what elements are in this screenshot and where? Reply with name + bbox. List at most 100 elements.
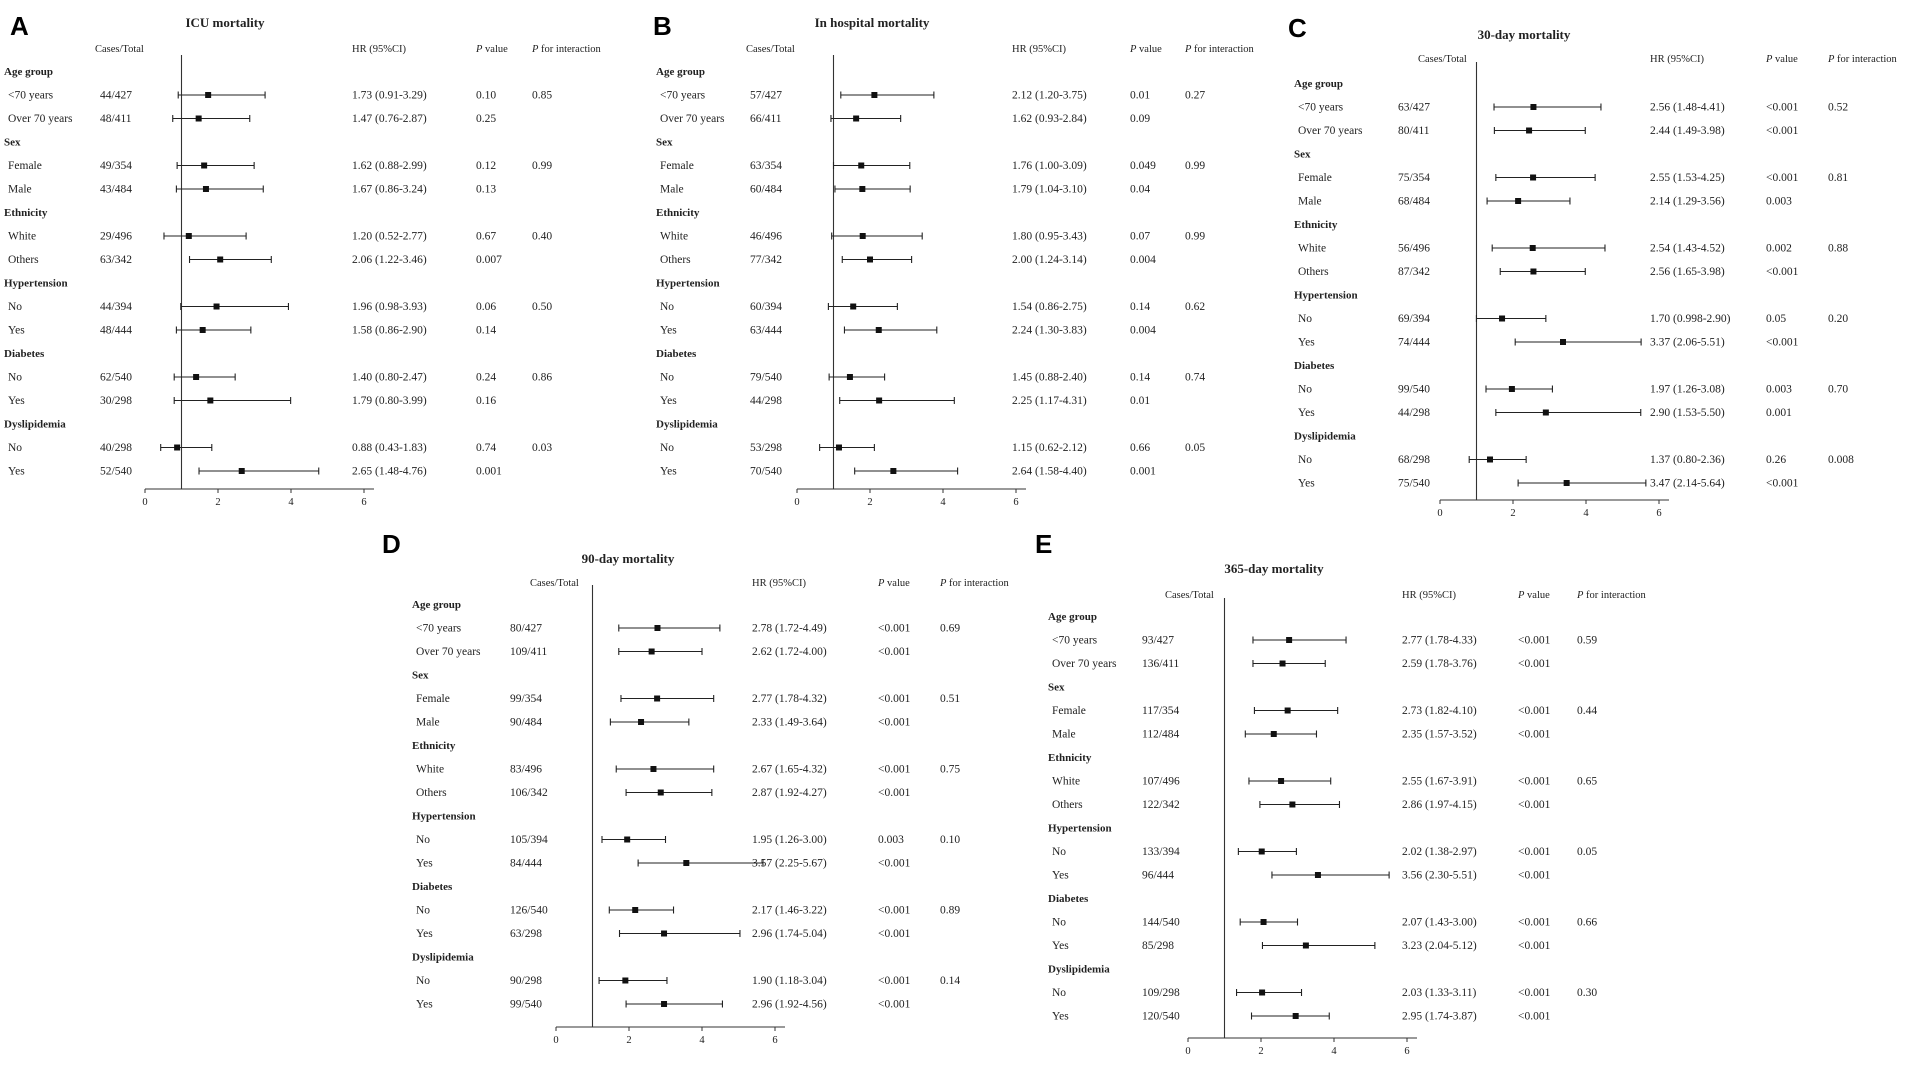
- row-p-value: 0.66: [1130, 442, 1150, 454]
- row-label: Yes: [8, 466, 25, 478]
- hr-point-marker: [859, 186, 866, 192]
- row-p-value: <0.001: [878, 928, 911, 940]
- hr-point-marker: [1314, 872, 1321, 878]
- row-p-interaction: 0.05: [1577, 846, 1597, 858]
- forest-row: Female 99/354 2.77 (1.78-4.32) <0.001 0.51: [416, 693, 960, 705]
- hr-point-marker: [1279, 660, 1286, 667]
- row-hr-ci: 1.90 (1.18-3.04): [752, 975, 827, 987]
- hr-point-marker: [657, 789, 664, 796]
- row-cases-total: 84/444: [510, 858, 542, 870]
- forest-row: No 126/540 2.17 (1.46-3.22) <0.001 0.89: [416, 905, 960, 917]
- row-p-value: <0.001: [1518, 776, 1551, 788]
- panel-title: 90-day mortality: [582, 551, 675, 566]
- forest-row: Others 63/342 2.06 (1.22-3.46) 0.007: [8, 254, 502, 266]
- group-heading: Dyslipidemia: [1294, 431, 1356, 443]
- forest-panel-a: A ICU mortality Cases/Total HR (95%CI) P val…: [4, 11, 602, 508]
- row-p-value: 0.007: [476, 254, 502, 266]
- hr-point-marker: [1302, 942, 1309, 949]
- group-heading: Sex: [1294, 149, 1311, 161]
- row-hr-ci: 1.79 (1.04-3.10): [1012, 184, 1087, 196]
- row-label: Yes: [8, 325, 25, 337]
- row-p-value: <0.001: [1518, 940, 1551, 952]
- row-hr-ci: 2.65 (1.48-4.76): [352, 466, 427, 478]
- row-hr-ci: 2.14 (1.29-3.56): [1650, 196, 1725, 208]
- row-hr-ci: 2.00 (1.24-3.14): [1012, 254, 1087, 266]
- x-tick-label: 0: [794, 497, 799, 508]
- row-cases-total: 90/298: [510, 975, 542, 987]
- row-cases-total: 62/540: [100, 372, 132, 384]
- row-p-interaction: 0.30: [1577, 987, 1597, 999]
- row-cases-total: 63/444: [750, 325, 782, 337]
- row-label: Over 70 years: [8, 113, 73, 125]
- row-cases-total: 48/444: [100, 325, 132, 337]
- hr-point-marker: [1529, 245, 1536, 251]
- row-p-interaction: 0.81: [1828, 172, 1848, 184]
- header-p-value: P value: [1765, 54, 1798, 65]
- group-heading: Dyslipidemia: [1048, 964, 1110, 976]
- row-cases-total: 96/444: [1142, 870, 1174, 882]
- panel-label: A: [10, 11, 29, 41]
- row-hr-ci: 2.54 (1.43-4.52): [1650, 243, 1725, 255]
- forest-row: Yes 70/540 2.64 (1.58-4.40) 0.001: [660, 466, 1156, 478]
- group-heading: Hypertension: [656, 278, 720, 290]
- forest-row: Yes 99/540 2.96 (1.92-4.56) <0.001: [416, 999, 911, 1011]
- row-cases-total: 85/298: [1142, 940, 1174, 952]
- forest-row: White 29/496 1.20 (0.52-2.77) 0.67 0.40: [8, 231, 552, 243]
- group-heading: Diabetes: [412, 881, 453, 893]
- row-hr-ci: 1.76 (1.00-3.09): [1012, 160, 1087, 172]
- forest-panel-d: D 90-day mortality Cases/Total HR (95%CI) P …: [382, 529, 1010, 1046]
- row-p-interaction: 0.27: [1185, 90, 1205, 102]
- forest-row: <70 years 80/427 2.78 (1.72-4.49) <0.001 0.6…: [416, 623, 960, 635]
- row-hr-ci: 1.40 (0.80-2.47): [352, 372, 427, 384]
- row-cases-total: 83/496: [510, 764, 542, 776]
- row-cases-total: 109/411: [510, 646, 548, 658]
- row-label: No: [660, 372, 674, 384]
- x-tick-label: 2: [1258, 1046, 1263, 1057]
- forest-row: Male 112/484 2.35 (1.57-3.52) <0.001: [1052, 729, 1551, 741]
- row-label: Yes: [1298, 407, 1315, 419]
- row-cases-total: 126/540: [510, 905, 548, 917]
- x-tick-label: 6: [772, 1035, 777, 1046]
- row-hr-ci: 2.96 (1.92-4.56): [752, 999, 827, 1011]
- hr-point-marker: [1259, 989, 1266, 996]
- row-hr-ci: 1.79 (0.80-3.99): [352, 395, 427, 407]
- row-p-value: <0.001: [1766, 266, 1799, 278]
- hr-point-marker: [1526, 127, 1533, 134]
- row-cases-total: 93/427: [1142, 635, 1174, 647]
- group-heading: Diabetes: [4, 348, 45, 360]
- hr-point-marker: [850, 303, 857, 310]
- forest-panel-e: E 365-day mortality Cases/Total HR (95%CI) P…: [1035, 529, 1647, 1057]
- row-hr-ci: 1.47 (0.76-2.87): [352, 113, 427, 125]
- row-label: <70 years: [416, 623, 462, 635]
- hr-point-marker: [683, 860, 690, 866]
- forest-row: Others 77/342 2.00 (1.24-3.14) 0.004: [660, 254, 1156, 266]
- row-cases-total: 68/484: [1398, 196, 1430, 208]
- forest-row: Male 43/484 1.67 (0.86-3.24) 0.13: [8, 184, 496, 196]
- panel-label: B: [653, 11, 672, 41]
- x-tick-label: 6: [1656, 508, 1661, 519]
- row-cases-total: 80/411: [1398, 125, 1430, 137]
- x-tick-label: 6: [361, 497, 366, 508]
- row-hr-ci: 1.97 (1.26-3.08): [1650, 384, 1725, 396]
- forest-row: No 99/540 1.97 (1.26-3.08) 0.003 0.70: [1298, 384, 1848, 396]
- row-label: No: [660, 442, 674, 454]
- row-p-interaction: 0.88: [1828, 243, 1848, 255]
- row-p-interaction: 0.10: [940, 834, 960, 846]
- row-p-value: 0.001: [1766, 407, 1792, 419]
- hr-point-marker: [654, 695, 661, 702]
- forest-row: Female 49/354 1.62 (0.88-2.99) 0.12 0.99: [8, 160, 552, 172]
- panel-label: E: [1035, 529, 1052, 559]
- forest-row: White 83/496 2.67 (1.65-4.32) <0.001 0.75: [416, 764, 960, 776]
- group-heading: Hypertension: [1048, 823, 1112, 835]
- row-label: No: [1298, 454, 1312, 466]
- row-p-interaction: 0.85: [532, 90, 552, 102]
- row-p-value: <0.001: [1766, 172, 1799, 184]
- row-p-interaction: 0.44: [1577, 705, 1597, 717]
- row-p-interaction: 0.05: [1185, 442, 1205, 454]
- row-hr-ci: 3.57 (2.25-5.67): [752, 858, 827, 870]
- group-heading: Diabetes: [1048, 893, 1089, 905]
- hr-point-marker: [174, 444, 181, 451]
- row-hr-ci: 2.17 (1.46-3.22): [752, 905, 827, 917]
- row-hr-ci: 2.02 (1.38-2.97): [1402, 846, 1477, 858]
- row-label: Yes: [416, 858, 433, 870]
